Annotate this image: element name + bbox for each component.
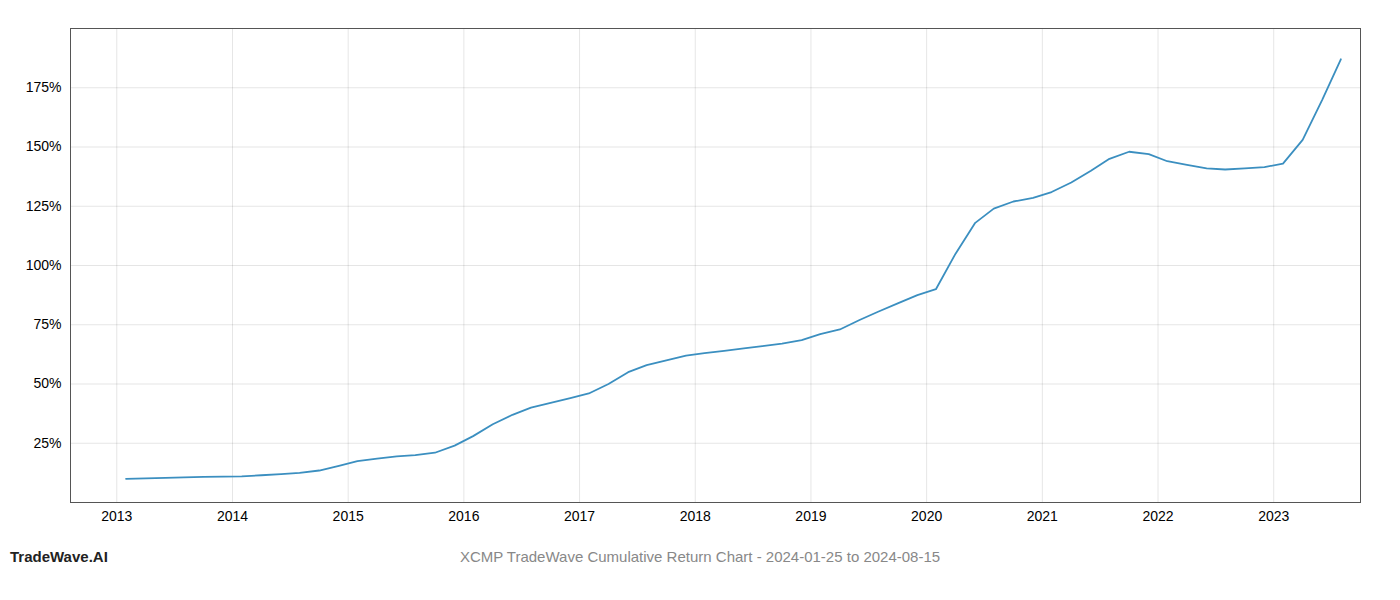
svg-text:2019: 2019 <box>795 508 826 524</box>
svg-text:2022: 2022 <box>1142 508 1173 524</box>
svg-text:50%: 50% <box>33 375 61 391</box>
svg-text:2021: 2021 <box>1027 508 1058 524</box>
svg-text:100%: 100% <box>26 257 62 273</box>
html-text:XCMP TradeWave Cumulative Retu: XCMP TradeWave Cumulative Return Chart -… <box>459 548 941 565</box>
svg-text:75%: 75% <box>33 316 61 332</box>
svg-text:175%: 175% <box>26 79 62 95</box>
svg-text:2023: 2023 <box>1258 508 1289 524</box>
svg-text:2013: 2013 <box>101 508 132 524</box>
svg-text:2016: 2016 <box>448 508 479 524</box>
svg-text:150%: 150% <box>26 138 62 154</box>
svg-text:2017: 2017 <box>564 508 595 524</box>
svg-text:2018: 2018 <box>680 508 711 524</box>
svg-text:2020: 2020 <box>911 508 942 524</box>
svg-text:2015: 2015 <box>333 508 364 524</box>
svg-text:125%: 125% <box>26 198 62 214</box>
svg-text:2014: 2014 <box>217 508 248 524</box>
svg-text:25%: 25% <box>33 435 61 451</box>
html-text:TradeWave.AI: TradeWave.AI <box>10 548 108 565</box>
